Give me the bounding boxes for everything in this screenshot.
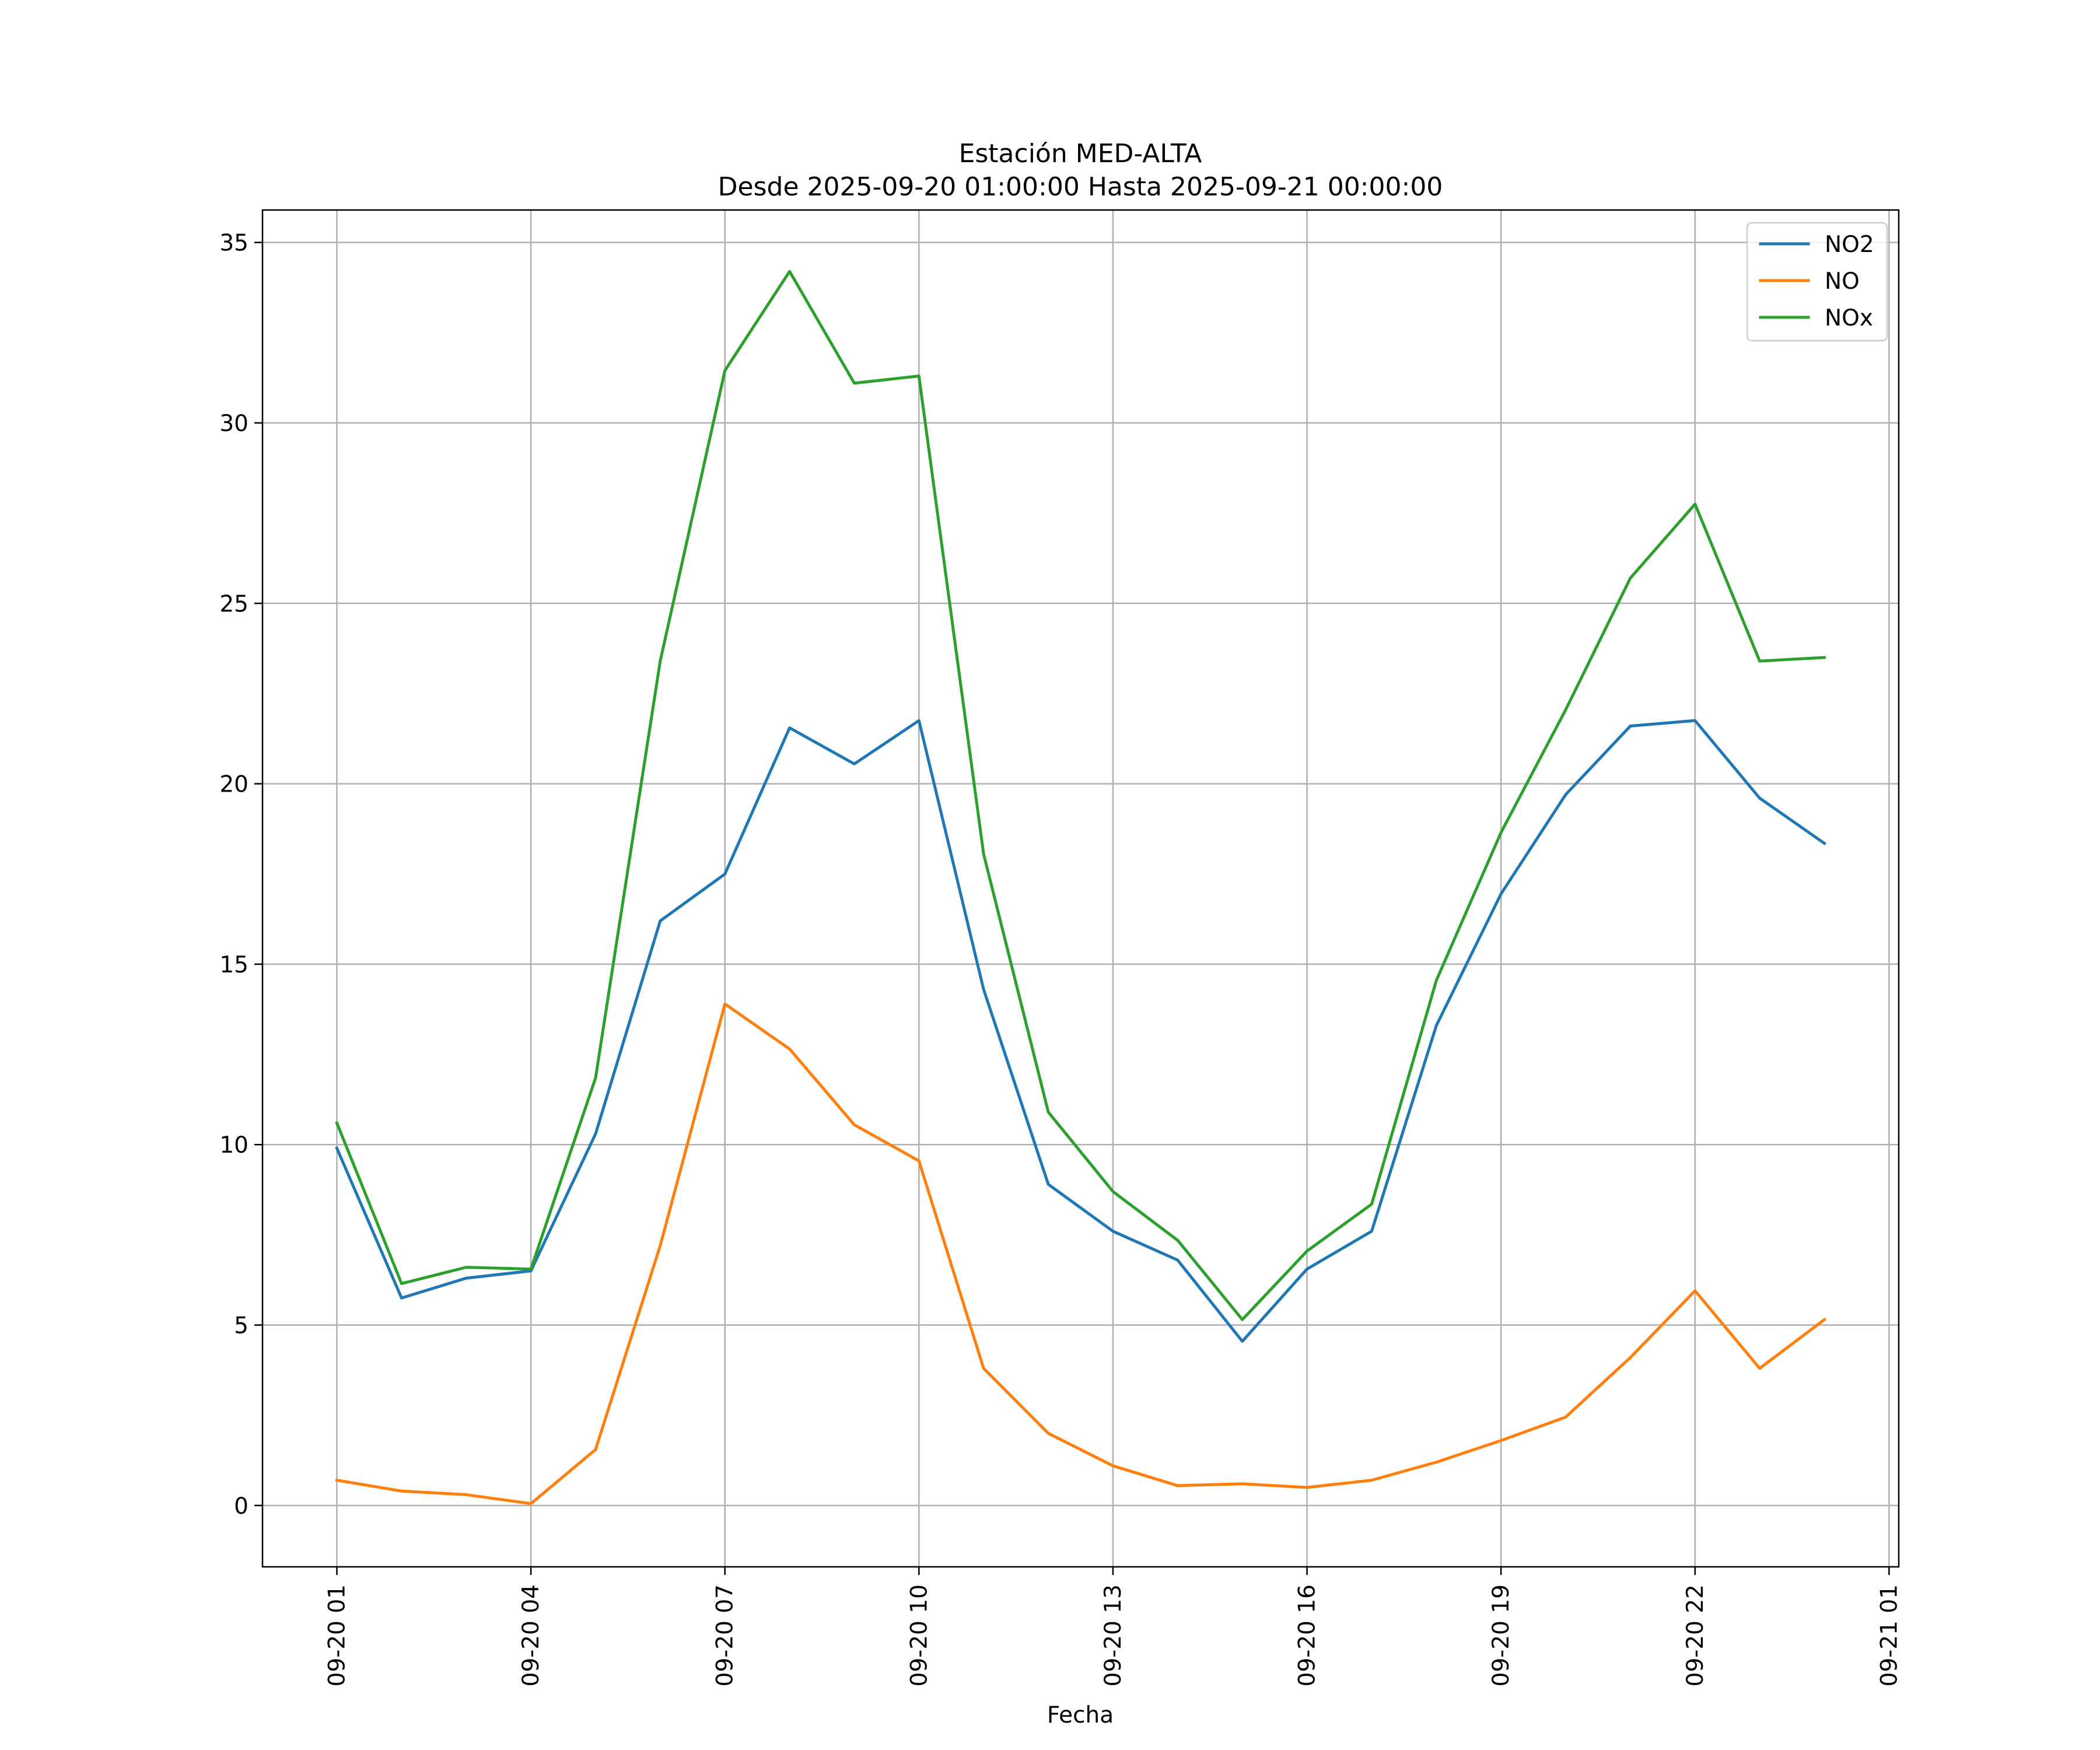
- y-tick-label-1: 5: [234, 1313, 249, 1339]
- legend-label-nox: NOx: [1825, 305, 1873, 331]
- x-tick-label-8: 09-21 01: [1876, 1584, 1902, 1686]
- y-tick-label-7: 35: [219, 230, 249, 257]
- chart-subtitle: Desde 2025-09-20 01:00:00 Hasta 2025-09-…: [718, 172, 1443, 202]
- series-line-no2: [335, 719, 1826, 1343]
- series-line-no: [335, 1002, 1827, 1506]
- x-tick-label-2: 09-20 07: [712, 1584, 738, 1686]
- x-tick-label-4: 09-20 13: [1100, 1584, 1126, 1686]
- x-tick-label-7: 09-20 22: [1682, 1584, 1709, 1686]
- grid-lines: [262, 210, 1899, 1567]
- x-tick-label-6: 09-20 19: [1488, 1584, 1514, 1686]
- y-tick-label-3: 15: [219, 952, 249, 978]
- legend: NO2 NO NOx: [1746, 222, 1888, 342]
- y-tick-label-5: 25: [219, 591, 249, 617]
- x-tick-label-3: 09-20 10: [906, 1584, 932, 1686]
- series-line-nox: [335, 270, 1826, 1321]
- legend-label-no: NO: [1825, 268, 1860, 295]
- y-tick-label-6: 30: [219, 411, 249, 437]
- plot-frame: [261, 209, 1900, 1568]
- legend-box: [1746, 222, 1888, 342]
- x-tick-label-0: 09-20 01: [324, 1584, 351, 1686]
- y-tick-label-2: 10: [219, 1132, 249, 1158]
- y-tick-label-4: 20: [219, 772, 249, 798]
- x-tick-label-5: 09-20 16: [1294, 1584, 1321, 1686]
- y-tick-label-0: 0: [234, 1493, 249, 1520]
- axis-ticks: 09-20 01 09-20 04 09-20 07 09-20 10 09-20 13…: [219, 230, 1902, 1687]
- x-axis-label: Fecha: [1047, 1702, 1114, 1728]
- chart-title: Estación MED-ALTA: [959, 139, 1202, 169]
- legend-label-no2: NO2: [1825, 232, 1874, 258]
- series-lines: [335, 270, 1827, 1506]
- x-tick-label-1: 09-20 04: [518, 1584, 544, 1686]
